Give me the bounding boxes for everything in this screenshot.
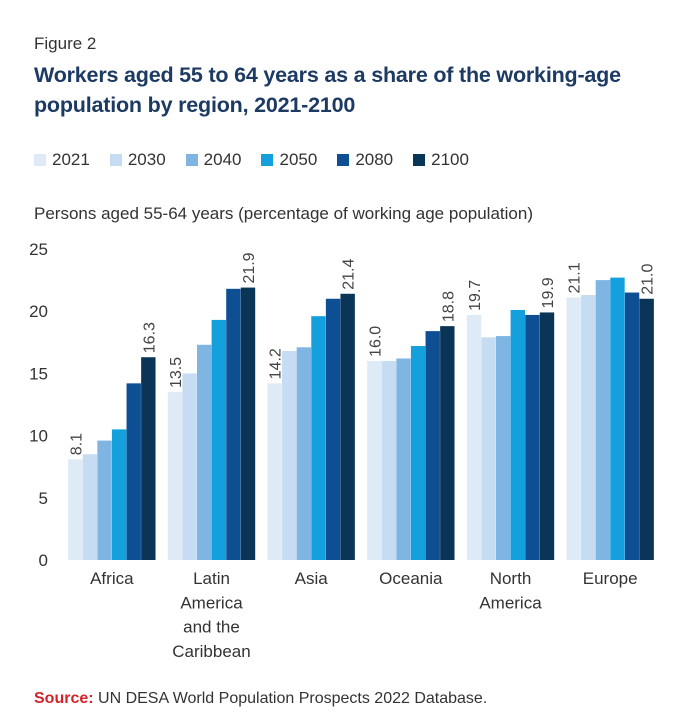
- y-axis-label: Persons aged 55-64 years (percentage of …: [34, 204, 533, 223]
- legend-item-2050: 2050: [261, 150, 317, 170]
- bar: [141, 357, 156, 560]
- bar: [197, 344, 212, 560]
- x-tick-label: Africa: [90, 569, 134, 588]
- x-tick-label: Asia: [295, 569, 329, 588]
- legend-swatch-2050: [261, 154, 274, 166]
- x-tick-label: Caribbean: [172, 642, 250, 661]
- legend-label-2040: 2040: [203, 150, 242, 169]
- legend-swatch-2100: [413, 154, 426, 166]
- y-tick-label: 0: [39, 551, 48, 570]
- bar: [639, 298, 654, 560]
- legend-item-2040: 2040: [185, 150, 242, 170]
- legend-item-2080: 2080: [337, 150, 393, 170]
- bar: [539, 312, 555, 560]
- bar: [566, 297, 581, 560]
- x-tick-label: America: [180, 593, 243, 612]
- bar: [581, 295, 596, 560]
- data-label: 21.0: [640, 264, 657, 295]
- data-label: 19.7: [467, 280, 484, 311]
- figure-label: Figure 2: [34, 34, 97, 53]
- x-tick-label: Europe: [583, 569, 638, 588]
- bar: [425, 331, 440, 560]
- x-tick-label: America: [479, 593, 542, 612]
- x-tick-label: Latin: [193, 569, 230, 588]
- bar: [396, 358, 411, 560]
- bar: [466, 314, 482, 560]
- bar: [267, 383, 282, 560]
- bar: [367, 360, 382, 560]
- legend-swatch-2040: [185, 154, 198, 166]
- legend-label-2050: 2050: [279, 150, 318, 169]
- bar: [496, 336, 511, 560]
- bar: [111, 429, 127, 560]
- data-label: 18.8: [440, 291, 457, 322]
- bar: [325, 298, 341, 560]
- y-tick-label: 15: [29, 364, 48, 383]
- source-text: UN DESA World Population Prospects 2022 …: [93, 690, 488, 707]
- legend-swatch-2080: [337, 154, 350, 166]
- bar: [82, 454, 98, 560]
- bar: [510, 309, 525, 560]
- bar: [68, 459, 83, 560]
- source-label: Source:: [34, 690, 94, 707]
- bar: [97, 440, 112, 560]
- bar: [624, 292, 640, 560]
- y-tick-label: 20: [29, 302, 48, 321]
- chart-title: Workers aged 55 to 64 years as a share o…: [34, 63, 621, 117]
- legend-item-2030: 2030: [109, 150, 166, 170]
- bar: [340, 293, 355, 560]
- bar: [226, 288, 241, 560]
- legend-label-2100: 2100: [431, 150, 469, 169]
- data-label: 8.1: [68, 433, 85, 455]
- y-tick-label: 10: [29, 427, 48, 446]
- bar: [211, 319, 226, 560]
- bar: [610, 277, 625, 560]
- bar: [595, 280, 611, 560]
- data-label: 19.9: [540, 277, 557, 308]
- source-note: Source: UN DESA World Population Prospec…: [34, 690, 487, 708]
- bar: [282, 351, 297, 560]
- bar: [440, 326, 455, 560]
- bar: [381, 360, 397, 560]
- data-label: 21.9: [241, 252, 258, 283]
- bar: [410, 346, 426, 560]
- bar: [126, 383, 141, 560]
- chart-legend: 2021 2030 2040 2050 2080 2100: [34, 150, 489, 170]
- legend-swatch-2030: [109, 154, 122, 166]
- legend-item-2021: 2021: [34, 150, 90, 170]
- y-tick-label: 5: [39, 489, 48, 508]
- bar: [167, 392, 183, 560]
- bar: [525, 314, 540, 560]
- data-label: 16.0: [367, 326, 384, 357]
- data-label: 21.4: [341, 259, 358, 290]
- legend-label-2021: 2021: [52, 150, 90, 169]
- bar: [296, 347, 312, 560]
- bar: [240, 287, 256, 560]
- y-tick-label: 25: [29, 240, 48, 259]
- x-tick-label: Oceania: [379, 569, 443, 588]
- bar: [481, 337, 496, 560]
- bar: [311, 316, 326, 560]
- x-tick-label: North: [490, 569, 532, 588]
- data-label: 13.5: [168, 357, 185, 388]
- x-tick-label: and the: [183, 618, 240, 637]
- legend-item-2100: 2100: [413, 150, 469, 170]
- bar: [182, 373, 197, 560]
- data-label: 14.2: [268, 348, 285, 379]
- data-label: 21.1: [567, 262, 584, 293]
- legend-label-2030: 2030: [127, 150, 166, 169]
- legend-label-2080: 2080: [355, 150, 394, 169]
- data-label: 16.3: [141, 322, 158, 353]
- legend-swatch-2021: [34, 154, 46, 166]
- bar-chart: 0 5 10 15 20 25 8.1 16.3 Africa 13.5 21.9 Latin Amer…: [29, 240, 657, 661]
